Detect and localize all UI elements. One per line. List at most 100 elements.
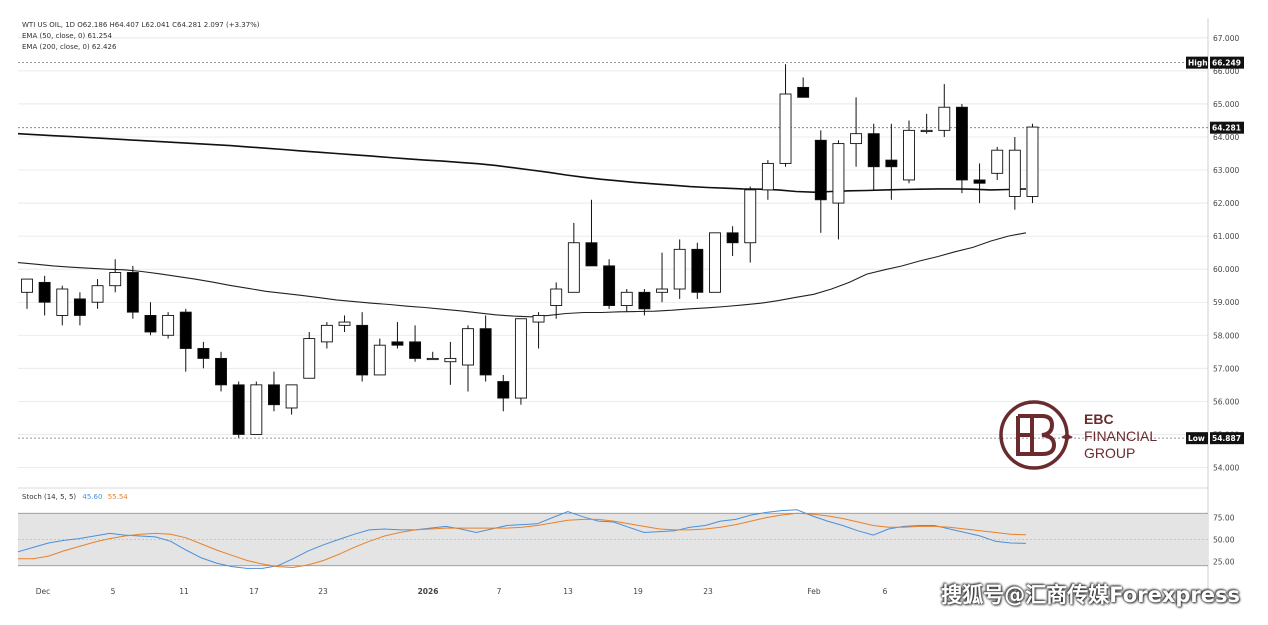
price-tick-label: 59.000 [1213, 298, 1239, 307]
last-price-tag-box [1210, 121, 1244, 134]
candle [444, 341, 457, 385]
candle [514, 318, 527, 405]
candle [744, 186, 757, 263]
candle [903, 120, 915, 184]
candle [620, 289, 633, 313]
candle [779, 64, 792, 167]
candle-body [814, 139, 827, 201]
candle [938, 84, 951, 137]
candle [885, 123, 898, 200]
candle [832, 140, 845, 240]
candle [497, 374, 510, 412]
candle [320, 322, 333, 349]
candle-body [779, 93, 792, 164]
candle [850, 97, 863, 167]
candle-body [709, 232, 721, 293]
candle [797, 77, 810, 98]
candle [426, 351, 439, 361]
time-axis-label: Feb [807, 587, 821, 596]
time-axis-label: 5 [111, 587, 116, 596]
candle-body [38, 281, 51, 303]
time-axis-label: 23 [703, 587, 713, 596]
time-axis-label: 19 [633, 587, 643, 596]
candle-body [656, 288, 668, 293]
candle [373, 338, 386, 376]
candle [673, 239, 686, 299]
time-axis-label: 18 [1011, 587, 1021, 596]
price-tick-label: 57.000 [1213, 364, 1239, 373]
candle-body [285, 384, 298, 409]
candle-body [567, 242, 580, 293]
candle [973, 163, 986, 204]
candle-body [126, 272, 139, 313]
candle [462, 325, 474, 392]
price-tick-label: 61.000 [1213, 232, 1239, 241]
candle-body [444, 357, 457, 363]
low-tag-label: Low [1188, 434, 1205, 443]
candle [550, 282, 563, 319]
candle-body [162, 314, 175, 336]
candle [603, 259, 616, 309]
candle [162, 312, 175, 339]
candle [409, 325, 422, 362]
stoch-tick-label: 75.00 [1213, 514, 1235, 523]
candle [73, 292, 86, 326]
price-tick-label: 56.000 [1213, 397, 1239, 406]
watermark-text: 搜狐号@汇商传媒Forexpress [941, 583, 1240, 607]
candle-body [850, 133, 863, 145]
stoch-label: Stoch (14, 5, 5) [22, 493, 77, 501]
candle-body [250, 384, 263, 435]
candle-body [479, 328, 492, 376]
high-tag-box [1210, 56, 1244, 69]
time-axis-label: Dec [36, 587, 51, 596]
stoch-k-value: 45.60 [82, 493, 103, 501]
candle-body [21, 278, 33, 293]
candle-body [391, 341, 404, 346]
stoch-panel [18, 487, 1208, 567]
ema200-info: EMA (200, close, 0) 62.426 [22, 43, 117, 51]
candle-body [144, 314, 157, 333]
time-axis: Dec 5 11 17 23 2026 7 13 19 23 Feb 6 18 [36, 587, 1021, 596]
ema200-line [17, 132, 1027, 194]
candle-body [691, 248, 704, 293]
candle-body [1008, 149, 1021, 197]
candle [991, 146, 1004, 180]
logo-name-line3: GROUP [1084, 445, 1135, 461]
candle [38, 275, 51, 316]
candlestick-series [21, 64, 1039, 438]
time-axis-label: 23 [318, 587, 328, 596]
candle [268, 371, 280, 412]
candle-body [603, 265, 616, 306]
candle [867, 123, 880, 190]
candle [532, 312, 545, 349]
candle-body [373, 344, 386, 376]
candle-body [744, 189, 757, 244]
candle [479, 315, 492, 382]
candle [21, 278, 33, 309]
candle [91, 279, 104, 309]
candle-body [797, 86, 810, 98]
candle-body [938, 106, 951, 131]
candle [1008, 136, 1021, 210]
candle [391, 322, 404, 349]
candle-body [585, 242, 598, 267]
high-tag-box [1186, 56, 1208, 69]
candle-body [867, 133, 880, 168]
time-axis-label: 7 [497, 587, 502, 596]
candle [761, 160, 774, 200]
candle-body [197, 348, 210, 359]
candle-body [268, 384, 280, 406]
candle [197, 341, 210, 369]
price-tick-label: 60.000 [1213, 265, 1239, 274]
candle [56, 285, 69, 326]
candle-body [462, 328, 474, 366]
candle [303, 331, 316, 379]
price-tick-label: 58.000 [1213, 331, 1239, 340]
candle [567, 222, 580, 293]
logo-b-mark-icon [1030, 414, 1057, 456]
logo-e-mark-icon [1016, 414, 1034, 456]
candle [338, 315, 351, 332]
time-axis-label: 2026 [418, 587, 439, 596]
